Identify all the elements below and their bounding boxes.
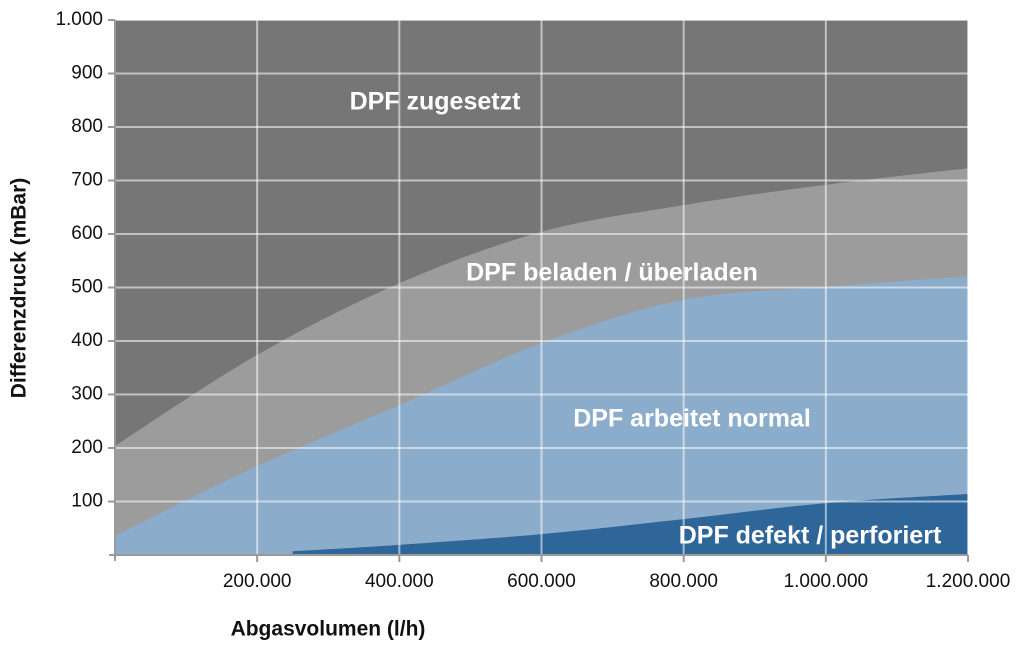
zone-label: DPF defekt / perforiert xyxy=(679,522,942,550)
area xyxy=(292,494,968,555)
x-tick-label: 1.000.000 xyxy=(784,571,869,592)
x-tick-label: 400.000 xyxy=(365,571,434,592)
x-axis-title: Abgasvolumen (l/h) xyxy=(231,618,426,641)
x-tick-label: 1.200.000 xyxy=(926,571,1011,592)
y-tick-label: 900 xyxy=(71,63,103,84)
zone-label: DPF beladen / überladen xyxy=(466,259,758,287)
y-tick-label: 500 xyxy=(71,277,103,298)
y-axis-title: Differenzdruck (mBar) xyxy=(8,178,31,399)
plot: 100 200 300 400 500 600 700 800 900 1.000 200.000 4… xyxy=(55,9,1010,592)
x-tick-label: 200.000 xyxy=(223,571,292,592)
y-tick-label: 1.000 xyxy=(55,9,103,30)
y-tick-label: 100 xyxy=(71,491,103,512)
y-tick-label: 800 xyxy=(71,116,103,137)
y-tick-label: 700 xyxy=(71,170,103,191)
y-tick-label: 600 xyxy=(71,223,103,244)
x-tick-label: 800.000 xyxy=(649,571,718,592)
y-tick-label: 300 xyxy=(71,384,103,405)
zone-label: DPF zugesetzt xyxy=(350,88,522,116)
y-tick-label: 400 xyxy=(71,330,103,351)
y-tick-label: 200 xyxy=(71,437,103,458)
zone-label: DPF arbeitet normal xyxy=(573,405,811,433)
x-tick-label: 600.000 xyxy=(507,571,576,592)
